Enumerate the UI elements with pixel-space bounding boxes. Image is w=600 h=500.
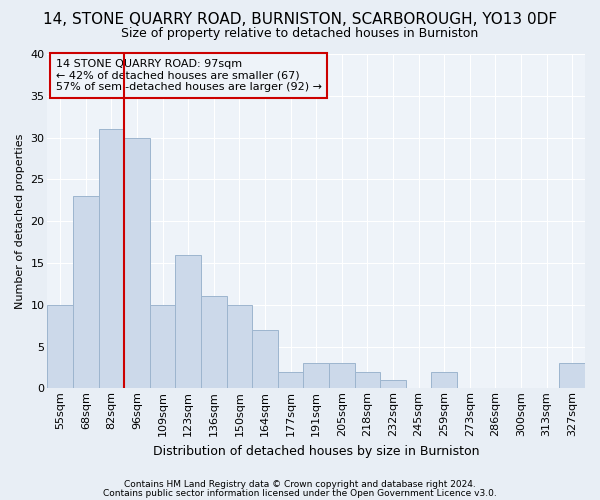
- Bar: [559, 364, 585, 388]
- Bar: [380, 380, 406, 388]
- Bar: [124, 138, 150, 388]
- Bar: [278, 372, 304, 388]
- Text: 14, STONE QUARRY ROAD, BURNISTON, SCARBOROUGH, YO13 0DF: 14, STONE QUARRY ROAD, BURNISTON, SCARBO…: [43, 12, 557, 28]
- Bar: [304, 364, 329, 388]
- Bar: [252, 330, 278, 388]
- Text: Contains public sector information licensed under the Open Government Licence v3: Contains public sector information licen…: [103, 488, 497, 498]
- Text: 14 STONE QUARRY ROAD: 97sqm
← 42% of detached houses are smaller (67)
57% of sem: 14 STONE QUARRY ROAD: 97sqm ← 42% of det…: [56, 59, 322, 92]
- Bar: [227, 305, 252, 388]
- Bar: [431, 372, 457, 388]
- Bar: [329, 364, 355, 388]
- Bar: [150, 305, 175, 388]
- Bar: [47, 305, 73, 388]
- Text: Contains HM Land Registry data © Crown copyright and database right 2024.: Contains HM Land Registry data © Crown c…: [124, 480, 476, 489]
- Bar: [175, 254, 201, 388]
- Bar: [201, 296, 227, 388]
- Bar: [73, 196, 98, 388]
- Bar: [98, 129, 124, 388]
- Text: Size of property relative to detached houses in Burniston: Size of property relative to detached ho…: [121, 28, 479, 40]
- Bar: [355, 372, 380, 388]
- X-axis label: Distribution of detached houses by size in Burniston: Distribution of detached houses by size …: [153, 444, 479, 458]
- Y-axis label: Number of detached properties: Number of detached properties: [15, 134, 25, 309]
